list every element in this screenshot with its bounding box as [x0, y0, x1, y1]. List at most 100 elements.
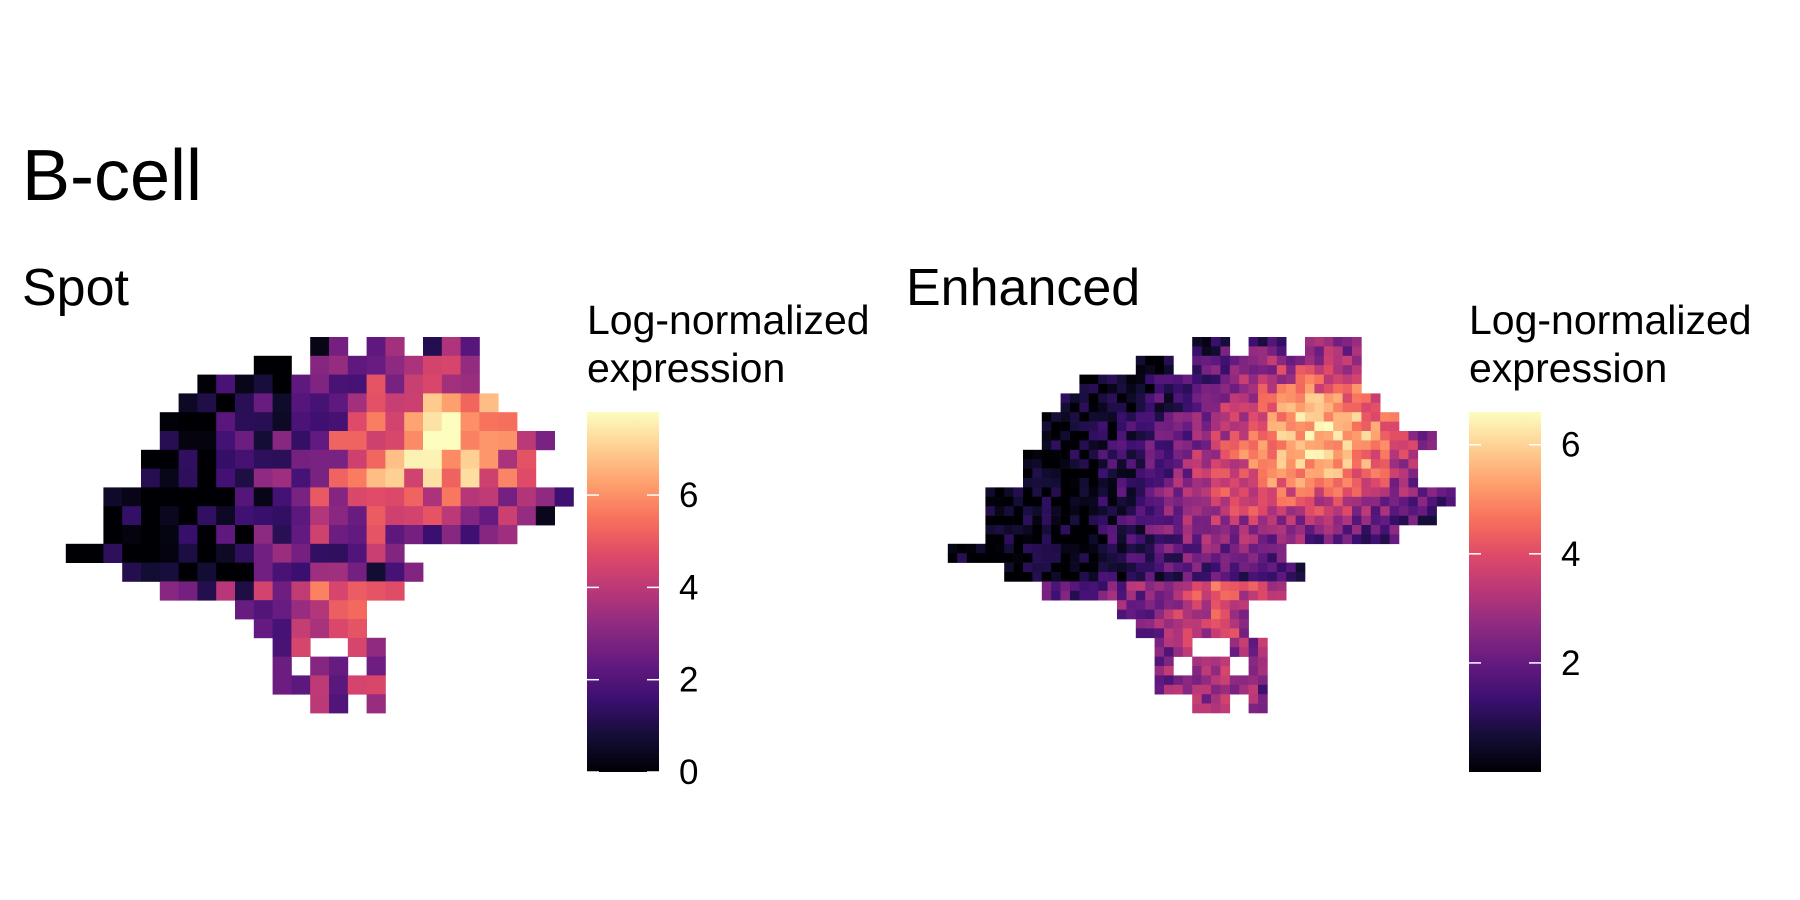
spot-cell	[366, 675, 386, 695]
enhanced-cell	[1229, 374, 1240, 385]
spot-cell	[366, 449, 386, 469]
enhanced-cell	[1267, 402, 1278, 413]
enhanced-cell	[1229, 393, 1240, 404]
enhanced-cell	[1267, 355, 1278, 366]
spot-cell	[310, 525, 330, 545]
enhanced-cell	[1041, 525, 1052, 535]
spot-cell	[272, 543, 292, 563]
enhanced-cell	[1126, 440, 1137, 451]
enhanced-cell	[1145, 355, 1155, 366]
enhanced-cell	[1295, 478, 1306, 488]
enhanced-cell	[1229, 590, 1240, 601]
enhanced-cell	[1305, 525, 1315, 535]
enhanced-cell	[1342, 496, 1353, 507]
enhanced-cell	[1182, 581, 1193, 592]
enhanced-cell	[1239, 684, 1249, 695]
enhanced-cell	[1154, 515, 1165, 526]
enhanced-cell	[1248, 431, 1259, 441]
enhanced-cell	[1173, 572, 1184, 582]
spot-cell	[235, 543, 255, 563]
enhanced-cell	[1126, 468, 1137, 479]
enhanced-cell	[1164, 590, 1174, 601]
spot-cell	[329, 412, 349, 432]
enhanced-cell	[1342, 534, 1353, 545]
enhanced-cell	[1239, 609, 1249, 620]
enhanced-cell	[1117, 525, 1127, 535]
spot-cell	[216, 449, 236, 469]
enhanced-cell	[1126, 506, 1137, 516]
enhanced-cell	[1380, 478, 1390, 488]
spot-cell	[423, 449, 443, 469]
enhanced-cell	[1182, 468, 1193, 479]
enhanced-cell	[1211, 656, 1221, 667]
spot-cell	[216, 412, 236, 432]
spot-cell	[366, 393, 386, 413]
enhanced-cell	[1286, 355, 1296, 366]
spot-cell	[498, 431, 518, 451]
enhanced-cell	[1361, 402, 1372, 413]
spot-cell	[272, 619, 292, 639]
enhanced-cell	[1211, 572, 1221, 582]
enhanced-cell	[1173, 421, 1184, 432]
enhanced-cell	[1229, 384, 1240, 394]
enhanced-cell	[1135, 449, 1146, 460]
enhanced-cell	[1135, 402, 1146, 413]
enhanced-cell	[1079, 515, 1090, 526]
enhanced-cell	[1164, 675, 1174, 686]
spot-cell	[347, 581, 367, 601]
spot-cell	[197, 431, 217, 451]
enhanced-cell	[1154, 440, 1165, 451]
spot-cell	[385, 412, 405, 432]
enhanced-cell	[1145, 572, 1155, 582]
enhanced-cell	[994, 534, 1005, 545]
spot-cell	[235, 374, 255, 394]
enhanced-cell	[1342, 487, 1353, 498]
enhanced-cell	[1117, 384, 1127, 394]
enhanced-cell	[1389, 515, 1400, 526]
enhanced-cell	[1154, 374, 1165, 385]
enhanced-cell	[1164, 496, 1174, 507]
spot-cell	[479, 393, 499, 413]
spot-cell	[235, 393, 255, 413]
enhanced-cell	[1023, 515, 1033, 526]
enhanced-cell	[1164, 534, 1174, 545]
enhanced-cell	[1182, 562, 1193, 573]
spot-cell	[460, 487, 480, 507]
spot-cell	[423, 355, 443, 375]
enhanced-cell	[1248, 553, 1259, 563]
enhanced-cell	[1098, 506, 1108, 516]
enhanced-cell	[1220, 402, 1231, 413]
enhanced-cell	[1211, 543, 1221, 554]
enhanced-cell	[1211, 628, 1221, 639]
enhanced-cell	[1154, 365, 1165, 375]
spot-cell	[329, 562, 349, 582]
spot-cell	[235, 600, 255, 620]
enhanced-cell	[1164, 412, 1174, 422]
enhanced-cell	[1135, 619, 1146, 629]
spot-cell	[347, 393, 367, 413]
colorbar-tick-label: 4	[1561, 535, 1580, 574]
spot-cell	[347, 562, 367, 582]
spot-cell	[310, 355, 330, 375]
enhanced-cell	[1098, 431, 1108, 441]
enhanced-cell	[1145, 421, 1155, 432]
enhanced-cell	[1295, 468, 1306, 479]
enhanced-cell	[1154, 421, 1165, 432]
enhanced-cell	[1164, 656, 1174, 667]
enhanced-cell	[1201, 703, 1212, 714]
spot-cell	[178, 562, 198, 582]
enhanced-cell	[1229, 562, 1240, 573]
enhanced-cell	[1286, 412, 1296, 422]
enhanced-cell	[1182, 421, 1193, 432]
enhanced-cell	[1248, 337, 1259, 347]
enhanced-cell	[1380, 440, 1390, 451]
spot-cell	[385, 431, 405, 451]
enhanced-cell	[1248, 346, 1259, 357]
enhanced-cell	[1239, 459, 1249, 469]
enhanced-cell	[1427, 431, 1437, 441]
enhanced-cell	[1173, 468, 1184, 479]
spot-cell	[385, 449, 405, 469]
enhanced-cell	[1182, 506, 1193, 516]
spot-cell	[253, 619, 273, 639]
enhanced-cell	[1117, 402, 1127, 413]
